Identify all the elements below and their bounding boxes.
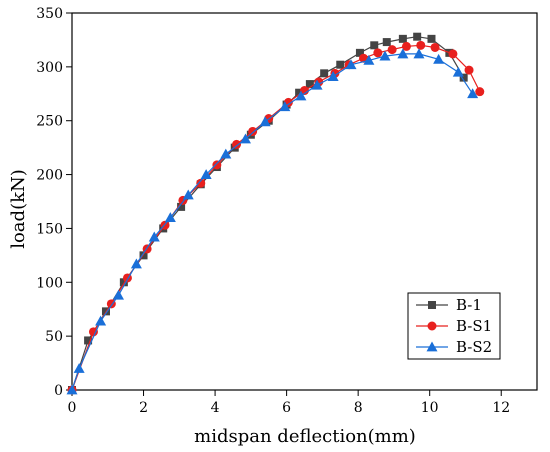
data-point-b-1 (382, 38, 391, 47)
y-tick-label: 50 (45, 329, 63, 345)
data-point-b-s1 (212, 160, 222, 170)
series-b-s2 (66, 48, 479, 395)
data-point-b-s2 (220, 148, 232, 159)
legend-marker-b-s2 (426, 341, 438, 352)
series-line-b-1 (71, 36, 465, 391)
data-point-b-s2 (379, 50, 391, 61)
legend-label: B-S2 (456, 338, 492, 356)
data-point-b-1 (336, 60, 345, 69)
data-point-b-1 (119, 278, 128, 287)
data-point-b-s2 (433, 53, 445, 64)
y-tick-label: 350 (36, 6, 63, 22)
data-point-b-s1 (373, 48, 383, 58)
data-point-b-1 (295, 88, 304, 97)
data-point-b-s2 (363, 54, 375, 65)
legend-marker-b-s1 (427, 321, 437, 331)
data-point-b-s2 (182, 189, 194, 200)
data-point-b-s1 (448, 49, 458, 59)
data-point-b-s2 (113, 289, 124, 300)
legend-item-b-s2: B-S2 (416, 338, 492, 356)
x-tick-label: 12 (492, 400, 510, 416)
data-point-b-1 (459, 73, 468, 82)
data-point-b-1 (139, 251, 148, 260)
data-point-b-s2 (311, 79, 323, 90)
data-point-b-s2 (327, 71, 339, 81)
data-point-b-1 (177, 202, 186, 211)
y-tick-label: 150 (36, 221, 63, 237)
data-point-b-s2 (259, 116, 271, 127)
series-layer (66, 32, 485, 395)
data-point-b-1 (320, 69, 329, 78)
data-point-b-1 (370, 41, 379, 50)
data-point-b-s1 (300, 86, 309, 96)
data-point-b-s2 (239, 133, 251, 144)
legend-item-b-s1: B-S1 (416, 317, 492, 335)
data-point-b-s2 (130, 258, 142, 269)
legend-marker-b-1 (428, 301, 436, 309)
data-point-b-s1 (248, 126, 258, 136)
x-axis-title: midspan deflection(mm) (194, 426, 416, 447)
data-point-b-s1 (401, 41, 411, 51)
data-point-b-s1 (430, 42, 440, 52)
data-point-b-s1 (359, 53, 369, 63)
data-point-b-s2 (413, 48, 425, 59)
data-point-b-s2 (397, 48, 409, 59)
data-point-b-s2 (295, 90, 307, 101)
x-axis-ticks: 0 2 4 6 8 10 12 (68, 390, 510, 416)
data-point-b-s2 (164, 212, 176, 223)
data-point-b-1 (305, 80, 314, 89)
data-point-b-1 (84, 336, 93, 345)
x-tick-label: 10 (421, 400, 439, 416)
data-point-b-s1 (232, 139, 242, 149)
y-tick-label: 100 (36, 275, 63, 291)
data-point-b-s1 (416, 40, 426, 50)
data-point-b-s2 (279, 101, 291, 112)
series-b-s1 (67, 40, 485, 395)
legend-label: B-S1 (456, 317, 492, 335)
y-tick-label: 200 (36, 168, 63, 184)
y-tick-label: 250 (36, 114, 63, 130)
data-point-b-s2 (345, 59, 357, 70)
data-point-b-1 (413, 32, 422, 41)
data-point-b-s1 (475, 87, 485, 97)
data-point-b-s2 (148, 231, 160, 242)
x-tick-label: 8 (354, 400, 363, 416)
y-axis-title: load(kN) (8, 169, 29, 249)
y-tick-label: 0 (54, 383, 63, 399)
x-tick-label: 4 (211, 400, 220, 416)
data-point-b-s2 (452, 66, 464, 77)
data-point-b-1 (398, 34, 407, 43)
legend: B-1 B-S1 B-S2 (407, 292, 501, 360)
plot-frame (71, 12, 538, 391)
y-axis-ticks: 0 50 100 150 200 250 300 350 (36, 6, 72, 399)
x-tick-label: 6 (282, 400, 291, 416)
data-point-b-s1 (88, 327, 98, 337)
data-point-b-1 (355, 48, 364, 57)
x-tick-label: 0 (68, 400, 77, 416)
x-tick-label: 2 (139, 400, 148, 416)
data-point-b-s2 (200, 169, 212, 179)
plot-border (71, 12, 538, 391)
data-point-b-s1 (387, 45, 397, 55)
data-point-b-s1 (464, 65, 474, 75)
data-point-b-s2 (73, 362, 85, 373)
legend-item-b-1: B-1 (416, 296, 482, 314)
legend-label: B-1 (456, 296, 482, 314)
data-point-b-1 (427, 34, 436, 43)
data-point-b-s2 (66, 384, 78, 395)
data-point-b-s2 (467, 88, 479, 99)
data-point-b-s1 (196, 178, 206, 188)
data-point-b-s2 (95, 315, 107, 326)
y-tick-label: 300 (36, 60, 63, 76)
